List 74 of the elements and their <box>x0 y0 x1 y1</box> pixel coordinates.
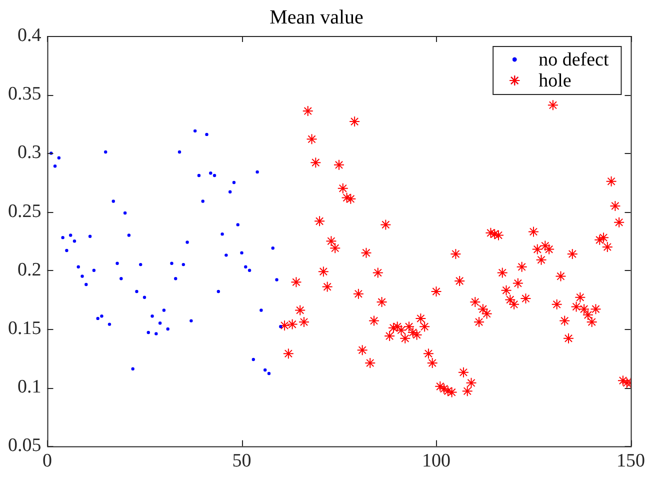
point <box>248 268 252 272</box>
point <box>212 174 216 178</box>
point <box>279 325 282 328</box>
point <box>53 164 57 168</box>
point <box>275 278 278 282</box>
point <box>197 174 201 178</box>
y-tick-label: 0.05 <box>8 435 42 456</box>
point <box>216 290 220 294</box>
point <box>271 246 274 250</box>
point <box>193 129 197 133</box>
point <box>96 316 100 320</box>
point <box>201 200 204 203</box>
legend-label: no defect <box>538 49 610 70</box>
point <box>104 150 108 154</box>
point <box>166 327 170 331</box>
point <box>154 332 158 336</box>
point <box>61 236 64 240</box>
point <box>68 234 72 237</box>
point <box>244 265 248 268</box>
point <box>263 368 267 372</box>
point <box>220 232 224 236</box>
x-tick-label: 0 <box>42 450 52 472</box>
point <box>267 372 271 376</box>
point <box>135 290 138 294</box>
point <box>178 150 182 154</box>
chart-title: Mean value <box>270 6 364 28</box>
point <box>65 248 68 252</box>
y-tick-label: 0.3 <box>18 142 42 164</box>
y-tick-label: 0.15 <box>8 318 42 339</box>
point <box>100 314 104 318</box>
point <box>92 268 96 272</box>
point <box>112 200 115 203</box>
y-tick-label: 0.4 <box>18 24 42 46</box>
point <box>232 180 236 184</box>
point <box>224 254 228 257</box>
point <box>120 277 123 280</box>
point <box>80 274 84 278</box>
point <box>142 296 146 299</box>
point <box>182 262 185 266</box>
point <box>256 170 259 174</box>
point <box>108 322 112 326</box>
x-tick-label: 150 <box>616 450 645 472</box>
point <box>158 322 162 325</box>
point <box>190 319 193 322</box>
x-tick-label: 50 <box>232 450 252 472</box>
point <box>146 330 150 334</box>
point <box>170 262 174 265</box>
point <box>139 262 142 266</box>
point <box>123 211 127 215</box>
x-tick-label: 100 <box>422 450 450 472</box>
y-tick-label: 0.1 <box>18 376 42 398</box>
point <box>131 367 134 370</box>
point <box>84 282 88 286</box>
point <box>260 308 263 312</box>
point <box>57 156 61 160</box>
point <box>76 265 80 268</box>
point <box>240 251 244 254</box>
legend-label: hole <box>538 70 572 92</box>
y-tick-label: 0.2 <box>18 259 42 280</box>
y-tick-label: 0.25 <box>8 200 42 222</box>
point <box>162 308 166 312</box>
point <box>236 223 240 226</box>
point <box>88 234 92 238</box>
point <box>174 277 178 280</box>
point <box>205 132 208 136</box>
point <box>116 262 119 265</box>
point <box>209 172 212 175</box>
point <box>252 358 256 362</box>
point <box>127 234 131 237</box>
point <box>72 240 76 243</box>
y-tick-label: 0.35 <box>8 84 42 105</box>
point <box>150 314 154 318</box>
point <box>228 190 232 194</box>
point <box>186 240 189 244</box>
